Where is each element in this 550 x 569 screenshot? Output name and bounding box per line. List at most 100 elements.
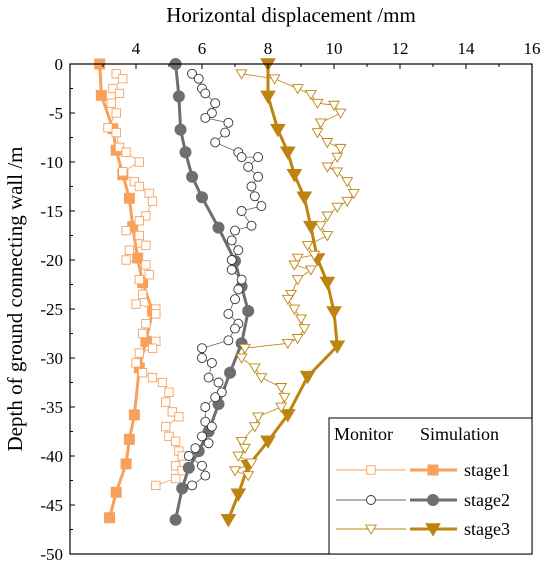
stage3-simulation-point	[326, 306, 342, 320]
stage2-monitor-point	[200, 88, 211, 99]
stage1-monitor-point	[106, 98, 116, 108]
stage3-monitor-point	[235, 69, 248, 80]
stage2-monitor-point	[233, 284, 244, 295]
stage2-monitor-point	[236, 152, 247, 163]
stage1-monitor-point	[118, 74, 128, 84]
stage2-monitor-point	[243, 161, 254, 172]
stage1-monitor-point	[108, 83, 118, 94]
stage1-simulation-point	[95, 89, 107, 101]
stage2-monitor-point	[246, 181, 257, 192]
stage3-monitor-point	[255, 373, 268, 384]
stage1-monitor-point	[114, 142, 125, 152]
stage3-monitor-point	[341, 177, 354, 188]
stage1-simulation-point	[120, 458, 132, 470]
y-tick-label: -5	[49, 104, 63, 123]
stage3-monitor-point	[252, 412, 265, 423]
stage3-monitor-point	[314, 118, 327, 129]
stage1-monitor-point	[141, 240, 151, 250]
stage3-monitor-point	[331, 202, 344, 213]
stage3-simulation-point	[299, 370, 316, 385]
stage1-monitor-point	[103, 123, 113, 133]
legend-monitor-marker-stage2	[366, 495, 376, 505]
stage3-monitor-point	[331, 167, 344, 178]
stage3-monitor-point	[321, 162, 334, 173]
stage3-simulation-point	[279, 146, 296, 160]
stage1-monitor-point	[144, 270, 154, 280]
stage3-monitor-point	[291, 253, 304, 264]
stage2-simulation-point	[242, 304, 255, 317]
stage2-monitor-point	[206, 357, 217, 368]
legend-simulation-marker-stage1	[427, 464, 439, 476]
stage2-monitor-point	[223, 308, 234, 319]
stage1-monitor-point	[111, 69, 121, 79]
stage3-monitor-point	[268, 74, 281, 85]
stage2-monitor-point	[226, 264, 237, 275]
stage1-monitor-point	[129, 176, 139, 187]
stage2-monitor-point	[230, 225, 240, 236]
axis-layer: 4 6 8 10 12 14 16 0 -5 -10 -15 -20 -25 -30 -35 -40 -45 -5…	[40, 39, 540, 564]
stage1-monitor-point	[141, 211, 151, 221]
x-tick-label: 12	[392, 39, 409, 58]
stage1-monitor-point	[137, 289, 148, 299]
stage2-simulation-point	[196, 191, 208, 204]
stage3-monitor-point	[298, 324, 311, 335]
stage3-monitor-line	[234, 73, 355, 476]
stage2-monitor-point	[206, 108, 217, 118]
x-tick-label: 10	[326, 39, 343, 58]
stage1-simulation-point	[123, 192, 135, 204]
stage3-simulation-point	[329, 340, 346, 354]
stage1-monitor-point	[170, 461, 181, 471]
stage2-simulation-point	[182, 461, 195, 474]
y-tick-label: -35	[40, 398, 63, 417]
stage3-monitor-point	[291, 275, 304, 286]
stage3-monitor-point	[334, 143, 347, 155]
legend: Monitor Simulation stage1 stage2 stage3	[328, 417, 533, 555]
stage2-monitor-point	[256, 201, 267, 212]
stage1-monitor-point	[134, 348, 144, 358]
legend-simulation-marker-stage2	[427, 494, 439, 506]
stage3-monitor-point	[281, 294, 294, 306]
y-tick-label: -50	[40, 545, 63, 564]
stage3-monitor-point	[275, 383, 288, 394]
stage1-monitor-point	[147, 196, 158, 206]
stage1-monitor-point	[134, 181, 144, 192]
stage3-monitor-point	[238, 343, 251, 355]
stage1-monitor-point	[147, 343, 158, 353]
stage3-simulation-point	[296, 191, 313, 205]
legend-monitor-marker-stage1	[366, 465, 376, 475]
stage2-monitor-point	[187, 68, 198, 79]
stage2-monitor-point	[216, 387, 227, 398]
stage2-monitor-point	[203, 372, 214, 383]
stage3-simulation-point	[220, 513, 237, 528]
stage2-monitor-point	[187, 480, 198, 491]
stage2-monitor-point	[203, 438, 214, 449]
x-tick-label: 16	[524, 39, 541, 58]
series-layer	[94, 58, 360, 528]
stage3-monitor-point	[321, 211, 334, 222]
stage1-monitor-point	[170, 473, 181, 484]
stage1-monitor-point	[134, 216, 144, 226]
x-axis-title: Horizontal displacement /mm	[166, 3, 416, 27]
stage1-monitor-point	[144, 188, 154, 199]
stage2-monitor-point	[230, 323, 240, 334]
stage2-monitor-point	[236, 206, 247, 216]
y-tick-label: -10	[40, 153, 63, 172]
stage3-monitor-point	[314, 221, 327, 232]
stage3-monitor-point	[275, 402, 288, 413]
stage2-monitor-point	[226, 235, 237, 246]
stage3-monitor-point	[278, 392, 291, 404]
stage2-monitor-point	[226, 255, 237, 265]
stage2-simulation-point	[212, 221, 225, 234]
stage2-simulation-point	[176, 482, 189, 495]
legend-label-stage2: stage2	[464, 490, 510, 510]
stage3-monitor-point	[304, 265, 317, 276]
stage2-monitor-point	[210, 137, 221, 148]
series-stage3-monitor	[229, 69, 360, 482]
stage2-monitor-point	[210, 98, 221, 109]
stage3-monitor-point	[295, 314, 307, 325]
stage3-monitor-point	[248, 422, 261, 433]
stage1-simulation-point	[123, 433, 135, 445]
stage1-monitor-point	[147, 372, 158, 383]
stage1-monitor-point	[118, 167, 128, 177]
